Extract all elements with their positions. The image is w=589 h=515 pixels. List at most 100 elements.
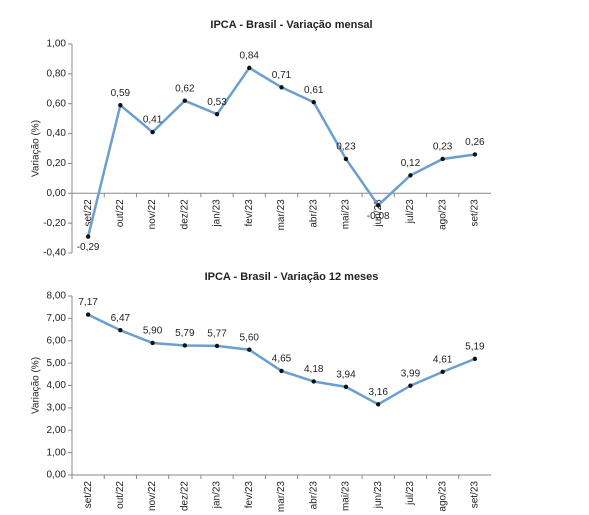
value-label: 4,18 bbox=[304, 364, 324, 375]
y-tick-label: 5,00 bbox=[47, 358, 67, 369]
x-tick-label: mai/23 bbox=[341, 481, 352, 511]
x-tick-label: nov/22 bbox=[147, 481, 158, 511]
value-label: 5,60 bbox=[240, 332, 260, 343]
chart-title: IPCA - Brasil - Variação 12 meses bbox=[205, 271, 379, 283]
data-point bbox=[440, 369, 445, 375]
value-label: 0,59 bbox=[111, 88, 131, 99]
value-label: 0,12 bbox=[401, 158, 421, 169]
value-label: 4,65 bbox=[272, 354, 292, 365]
y-tick-label: 0,00 bbox=[47, 188, 67, 199]
data-point bbox=[343, 156, 349, 162]
x-tick-label: jul/23 bbox=[405, 199, 416, 224]
value-label: -0,29 bbox=[77, 242, 100, 253]
x-tick-label: jan/23 bbox=[212, 199, 223, 228]
x-tick-label: jul/23 bbox=[405, 481, 416, 506]
data-point bbox=[408, 173, 413, 178]
data-point bbox=[375, 203, 381, 208]
y-tick-label: -0,40 bbox=[43, 248, 66, 259]
y-tick-label: 1,00 bbox=[47, 39, 67, 50]
data-point bbox=[311, 379, 316, 384]
data-point bbox=[408, 383, 413, 388]
value-label: 0,41 bbox=[143, 115, 163, 126]
data-point bbox=[150, 129, 155, 135]
value-label: 5,90 bbox=[143, 326, 163, 337]
x-tick-label: out/22 bbox=[115, 199, 126, 227]
value-label: 5,77 bbox=[207, 329, 227, 340]
data-point bbox=[279, 368, 284, 374]
y-tick-label: 4,00 bbox=[47, 380, 67, 391]
value-label: 0,23 bbox=[336, 142, 356, 153]
data-point bbox=[343, 384, 349, 390]
data-point bbox=[182, 98, 188, 103]
y-tick-label: -0,20 bbox=[43, 218, 66, 229]
data-point bbox=[472, 152, 478, 157]
y-tick-label: 7,00 bbox=[47, 313, 67, 324]
x-tick-label: jun/23 bbox=[373, 481, 384, 510]
y-tick-label: 0,20 bbox=[47, 158, 67, 169]
y-tick-label: 3,00 bbox=[47, 403, 67, 414]
y-tick-label: 8,00 bbox=[47, 291, 67, 302]
data-point bbox=[214, 111, 220, 117]
data-point bbox=[150, 340, 155, 346]
y-tick-label: 1,00 bbox=[47, 447, 67, 458]
x-tick-label: abr/23 bbox=[308, 481, 319, 510]
x-tick-label: abr/23 bbox=[308, 199, 319, 228]
y-tick-label: 0,40 bbox=[47, 128, 67, 139]
x-tick-label: set/23 bbox=[470, 199, 481, 227]
data-point bbox=[279, 85, 284, 90]
x-tick-label: jun/23 bbox=[373, 199, 384, 228]
y-tick-label: 0,80 bbox=[47, 68, 67, 79]
value-label: 5,19 bbox=[465, 342, 485, 353]
value-label: 0,62 bbox=[175, 83, 195, 94]
x-tick-label: out/22 bbox=[115, 481, 126, 509]
value-label: 3,94 bbox=[336, 369, 356, 380]
y-tick-label: 0,00 bbox=[47, 470, 67, 481]
y-tick-label: 6,00 bbox=[47, 335, 67, 346]
data-point bbox=[247, 65, 252, 71]
value-label: 5,79 bbox=[175, 328, 195, 339]
x-tick-label: dez/22 bbox=[179, 481, 190, 511]
value-label: -0,08 bbox=[367, 211, 390, 222]
data-point bbox=[214, 343, 220, 349]
value-label: 0,71 bbox=[272, 70, 292, 81]
x-tick-label: set/23 bbox=[470, 481, 481, 509]
data-point bbox=[118, 328, 123, 333]
data-point bbox=[85, 312, 91, 317]
data-point bbox=[247, 347, 252, 352]
data-point bbox=[375, 402, 381, 407]
y-axis-label: Variação (%) bbox=[31, 357, 42, 414]
x-tick-label: dez/22 bbox=[179, 199, 190, 229]
chart-title: IPCA - Brasil - Variação mensal bbox=[210, 19, 372, 31]
value-label: 3,16 bbox=[368, 387, 388, 398]
x-tick-label: mar/23 bbox=[276, 199, 287, 231]
x-tick-label: nov/22 bbox=[147, 199, 158, 229]
value-label: 0,61 bbox=[304, 85, 324, 96]
data-point bbox=[440, 156, 445, 162]
x-tick-label: mar/23 bbox=[276, 481, 287, 513]
value-label: 0,84 bbox=[240, 51, 260, 62]
y-axis-label: Variação (%) bbox=[31, 120, 42, 177]
x-tick-label: ago/23 bbox=[437, 199, 448, 230]
value-label: 4,61 bbox=[433, 354, 453, 365]
x-tick-label: fev/23 bbox=[244, 481, 255, 509]
x-tick-label: set/22 bbox=[83, 481, 94, 509]
y-tick-label: 2,00 bbox=[47, 425, 67, 436]
data-point bbox=[311, 100, 316, 105]
data-point bbox=[182, 343, 188, 348]
x-tick-label: jan/23 bbox=[212, 481, 223, 510]
value-label: 0,23 bbox=[433, 142, 453, 153]
data-point bbox=[472, 356, 478, 362]
value-label: 6,47 bbox=[111, 313, 131, 324]
value-label: 0,53 bbox=[207, 97, 227, 108]
x-tick-label: ago/23 bbox=[437, 481, 448, 512]
value-label: 0,26 bbox=[465, 137, 485, 148]
x-tick-label: mai/23 bbox=[341, 199, 352, 229]
data-point bbox=[85, 234, 91, 239]
value-label: 3,99 bbox=[401, 368, 421, 379]
y-tick-label: 0,60 bbox=[47, 98, 67, 109]
data-point bbox=[118, 103, 123, 108]
value-label: 7,17 bbox=[78, 297, 98, 308]
x-tick-label: fev/23 bbox=[244, 199, 255, 227]
x-tick-label: set/22 bbox=[83, 199, 94, 227]
